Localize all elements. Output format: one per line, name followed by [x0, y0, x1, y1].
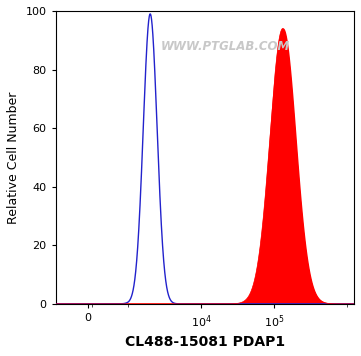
Y-axis label: Relative Cell Number: Relative Cell Number — [7, 91, 20, 224]
X-axis label: CL488-15081 PDAP1: CL488-15081 PDAP1 — [125, 335, 285, 349]
Text: WWW.PTGLAB.COM: WWW.PTGLAB.COM — [161, 40, 290, 53]
